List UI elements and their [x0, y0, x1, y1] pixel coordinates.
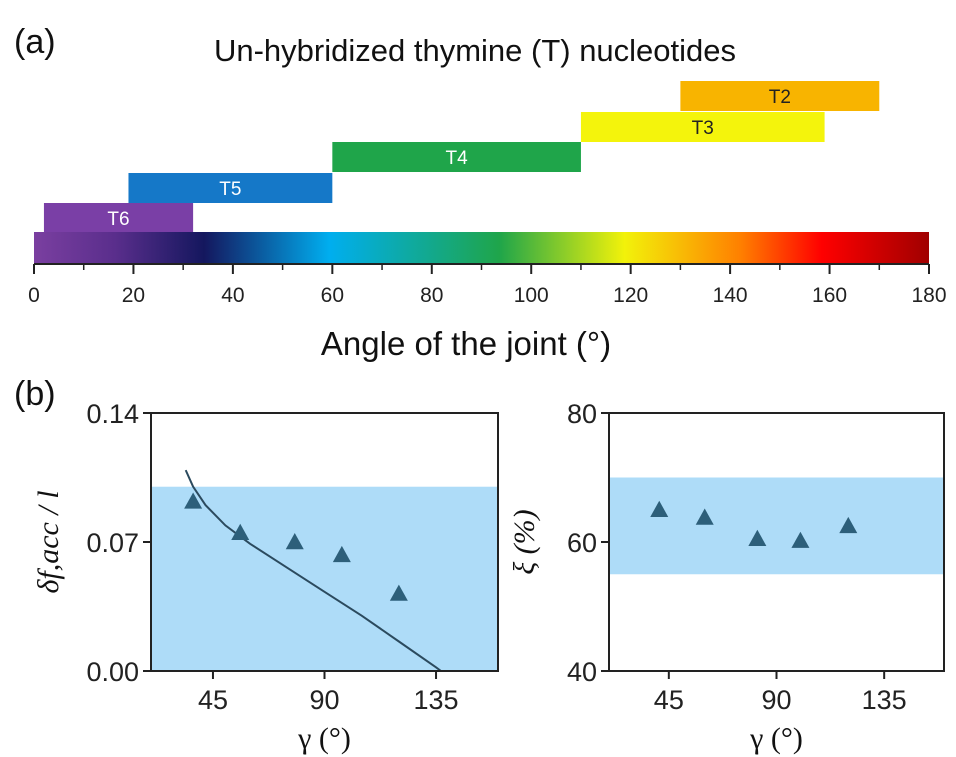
- y-tick-label: 0.14: [86, 399, 139, 429]
- x-tick-label: 180: [911, 284, 946, 307]
- x-tick-label: 100: [514, 284, 549, 307]
- x-tick-label: 90: [761, 685, 791, 715]
- x-tick-label: 45: [198, 685, 228, 715]
- y-tick-label: 80: [567, 399, 597, 429]
- y-axis-label: ξ (%): [508, 509, 541, 574]
- x-axis-label: γ (°): [749, 722, 803, 755]
- x-tick-label: 20: [122, 284, 145, 307]
- x-tick-label: 120: [613, 284, 648, 307]
- efficiency-plot: 45 90 135 40 60 80 γ (°) ξ (%): [508, 399, 945, 755]
- y-tick-label: 0.07: [86, 528, 139, 558]
- range-bar-t3: [580, 112, 825, 142]
- x-axis-label: γ (°): [297, 722, 351, 755]
- data-point: [839, 516, 858, 534]
- data-point: [184, 492, 203, 509]
- range-bar-t2: [680, 81, 880, 111]
- shaded-band: [609, 477, 944, 575]
- y-tick-label: 0.00: [86, 657, 139, 687]
- data-point: [389, 584, 408, 601]
- range-bar-t5: [128, 173, 333, 203]
- x-tick-label: 40: [221, 284, 244, 307]
- panel-a-label: (a): [14, 23, 56, 61]
- data-point: [791, 531, 810, 548]
- panel-a-xlabel: Angle of the joint (°): [321, 325, 611, 362]
- x-tick-label: 45: [654, 685, 684, 715]
- data-point: [695, 508, 714, 525]
- panel-b-label: (b): [14, 375, 56, 413]
- x-tick-label: 135: [862, 685, 907, 715]
- data-point: [650, 500, 669, 517]
- range-bars: T6 T5 T4 T3 T2: [43, 81, 880, 233]
- y-tick-label: 60: [567, 528, 597, 558]
- range-bar-label: T2: [769, 87, 791, 108]
- shaded-band: [151, 486, 498, 671]
- range-bar-label: T6: [107, 209, 129, 230]
- range-bar-t4: [332, 142, 581, 172]
- model-curve: [184, 469, 442, 672]
- deflection-plot: 45 90 135 0.00 0.07 0.14 γ (°) δf,acc / l: [32, 399, 499, 755]
- x-tick-label: 135: [414, 685, 459, 715]
- y-axis-label: δf,acc / l: [32, 490, 65, 593]
- x-tick-label: 60: [321, 284, 344, 307]
- x-tick-label: 0: [28, 284, 40, 307]
- range-bar-label: T5: [219, 179, 241, 200]
- x-tick-label: 140: [713, 284, 748, 307]
- y-tick-label: 40: [567, 657, 597, 687]
- range-bar-t6: [43, 203, 194, 233]
- angle-colorbar: [34, 232, 929, 263]
- angle-axis: 0 20 40 60 80 100 120 140 160 180: [28, 263, 947, 307]
- x-tick-label: 90: [309, 685, 339, 715]
- range-bar-label: T3: [692, 118, 714, 139]
- data-point: [332, 545, 351, 563]
- x-tick-label: 80: [420, 284, 443, 307]
- data-point: [748, 529, 767, 546]
- range-bar-label: T4: [446, 148, 469, 169]
- panel-a-title: Un-hybridized thymine (T) nucleotides: [214, 33, 736, 68]
- x-tick-label: 160: [812, 284, 847, 307]
- data-point: [285, 533, 304, 550]
- data-point: [231, 523, 250, 540]
